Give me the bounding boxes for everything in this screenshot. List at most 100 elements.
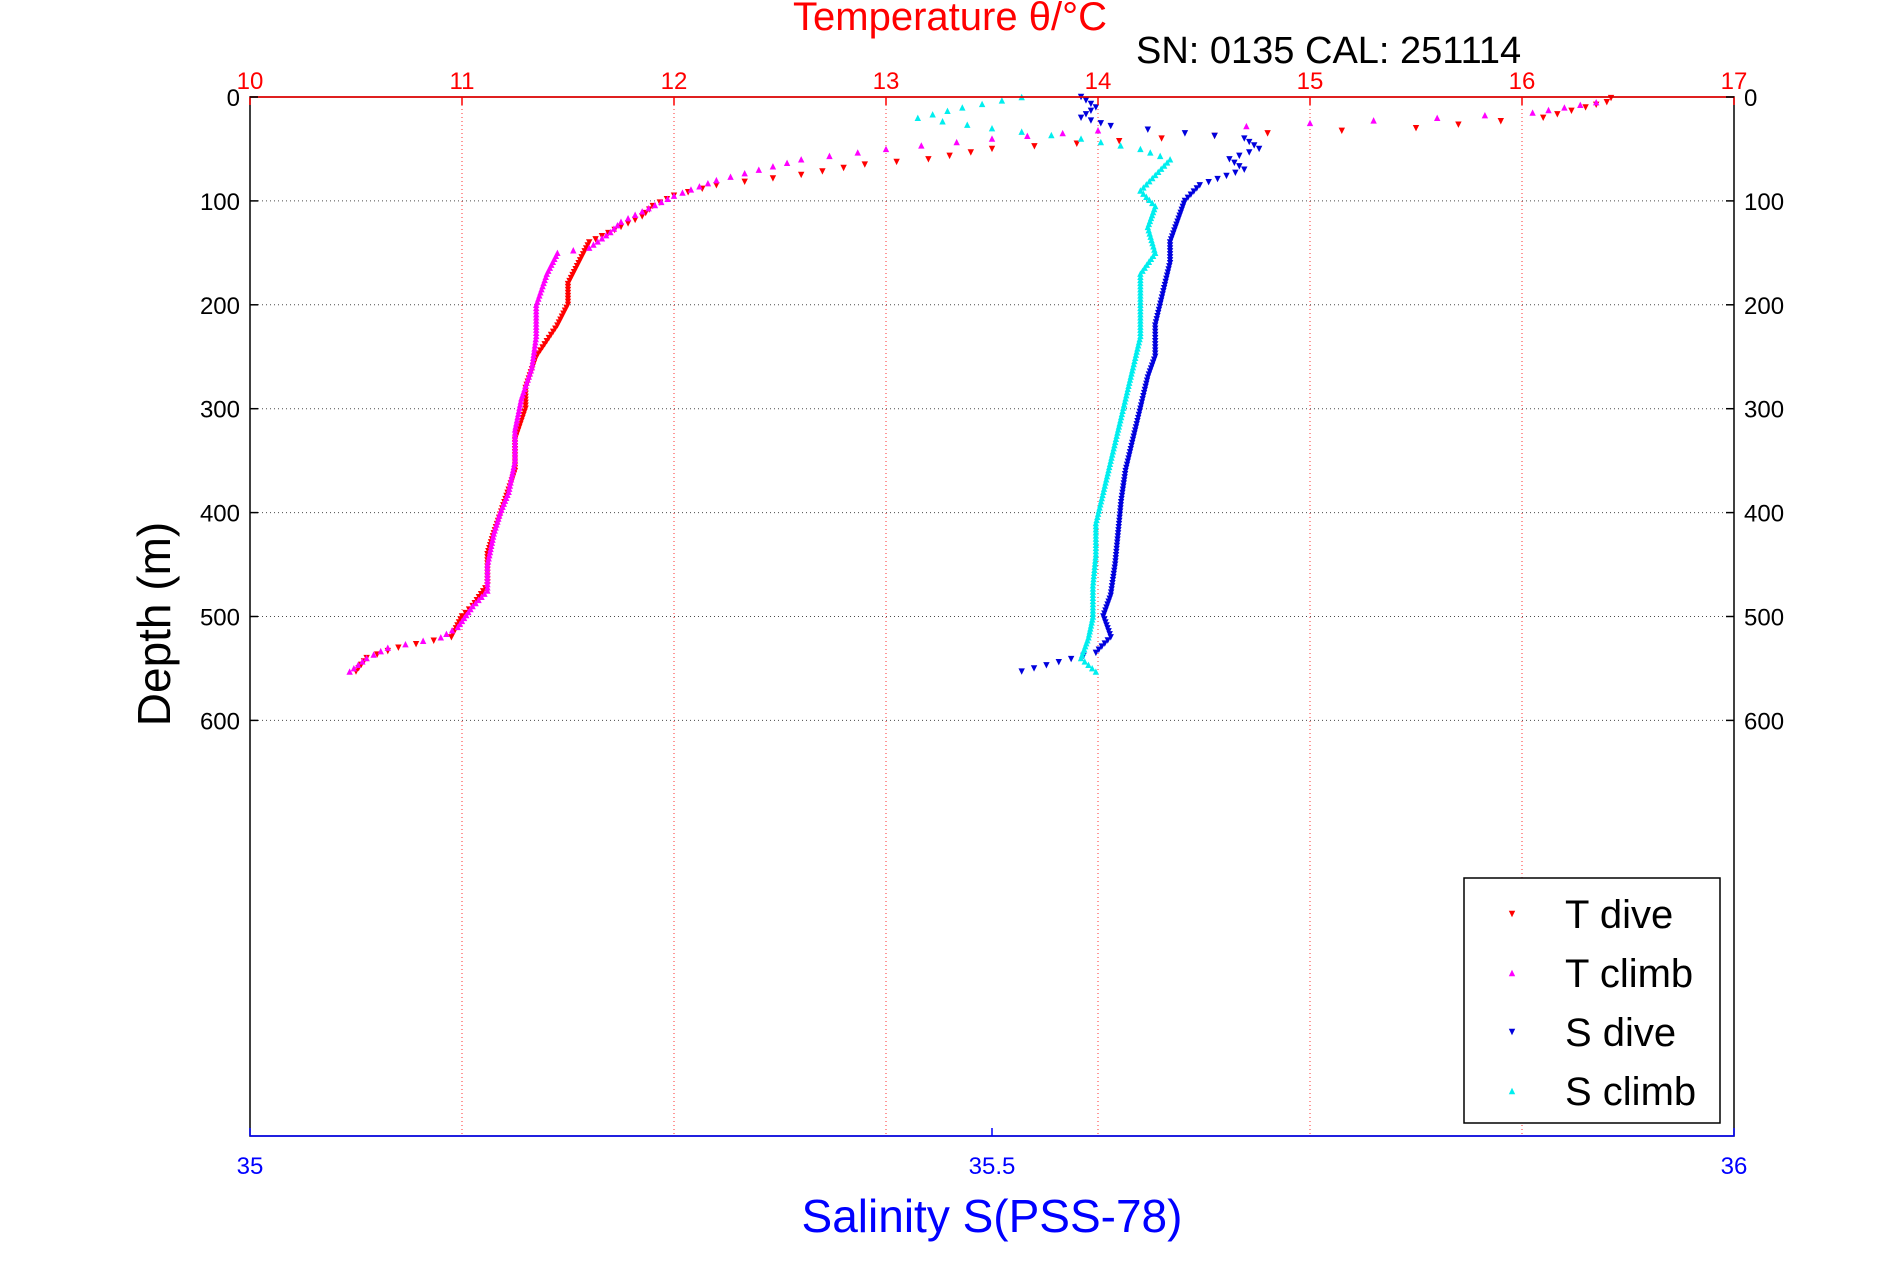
data-point: [798, 171, 805, 179]
data-point: [478, 593, 485, 600]
data-point: [1124, 385, 1131, 393]
data-point: [1094, 513, 1101, 520]
data-point: [1081, 658, 1088, 665]
data-point: [1122, 395, 1129, 402]
data-point: [1082, 111, 1090, 118]
right-tick-label: 300: [1744, 397, 1784, 424]
data-point: [1107, 457, 1114, 464]
data-point: [513, 416, 521, 424]
data-point: [1097, 138, 1105, 146]
data-point: [1059, 129, 1066, 137]
top-tick-label: 16: [1509, 68, 1536, 95]
data-point: [1155, 168, 1162, 176]
data-point: [1582, 104, 1589, 111]
data-point: [988, 135, 996, 142]
right-tick-label: 200: [1744, 293, 1784, 320]
data-point: [533, 332, 540, 340]
data-point: [454, 623, 461, 631]
top-tick-label: 10: [237, 68, 264, 95]
data-point: [988, 145, 996, 153]
data-point: [586, 244, 593, 251]
data-point: [713, 182, 720, 189]
data-point: [513, 420, 520, 427]
data-point: [1226, 156, 1233, 163]
data-point: [598, 235, 606, 242]
data-point: [1129, 367, 1136, 374]
data-point: [1055, 659, 1062, 666]
data-point: [484, 584, 491, 591]
legend-marker: [1508, 1028, 1516, 1036]
data-point: [359, 658, 366, 665]
data-point: [1031, 143, 1038, 150]
data-point: [530, 348, 538, 355]
data-point: [1120, 404, 1127, 411]
data-point: [1082, 97, 1090, 104]
data-point: [1097, 120, 1105, 127]
data-point: [1134, 345, 1141, 352]
data-point: [531, 342, 539, 349]
data-point: [590, 241, 597, 248]
top-tick-label: 17: [1721, 68, 1748, 95]
data-point: [1149, 174, 1156, 182]
data-point: [530, 351, 537, 358]
data-point: [1158, 135, 1165, 142]
data-point: [510, 463, 517, 471]
legend-marker: [1508, 910, 1516, 918]
data-point: [1157, 165, 1165, 172]
top-tick-label: 12: [661, 68, 688, 95]
data-point: [1077, 654, 1085, 662]
data-point: [1067, 655, 1075, 663]
legend-box: [1463, 877, 1721, 1124]
data-point: [1093, 516, 1100, 524]
data-point: [1102, 479, 1109, 486]
data-point: [840, 164, 847, 172]
data-point: [798, 156, 805, 163]
data-point: [511, 457, 519, 464]
data-point: [512, 423, 519, 430]
data-point: [1455, 121, 1462, 128]
data-point: [727, 173, 734, 180]
data-point: [1077, 114, 1085, 121]
data-point: [925, 156, 932, 163]
data-point: [1111, 441, 1118, 449]
data-point: [967, 149, 974, 156]
right-tick-label: 500: [1744, 605, 1784, 632]
data-point: [679, 189, 686, 196]
data-point: [607, 228, 614, 236]
data-point: [741, 178, 748, 186]
data-point: [1104, 469, 1111, 477]
data-point: [617, 218, 625, 225]
data-point: [1152, 171, 1159, 179]
legend-label: T climb: [1565, 952, 1693, 996]
data-point: [1338, 127, 1345, 134]
data-point: [614, 221, 621, 229]
right-tick-label: 600: [1744, 708, 1784, 735]
data-point: [1090, 569, 1098, 577]
data-point: [1087, 117, 1095, 124]
data-point: [1135, 339, 1143, 346]
data-point: [472, 599, 479, 607]
data-point: [755, 166, 762, 173]
data-point: [1088, 619, 1095, 626]
data-point: [1098, 494, 1106, 502]
data-point: [354, 661, 362, 669]
data-point: [377, 647, 384, 655]
data-point: [1116, 420, 1123, 427]
data-point: [1108, 454, 1115, 461]
data-point: [484, 577, 491, 584]
data-point: [1160, 162, 1168, 169]
data-point: [631, 216, 639, 224]
data-point: [1112, 435, 1120, 443]
data-point: [1136, 335, 1143, 343]
data-point: [1143, 181, 1150, 188]
data-point: [1147, 149, 1154, 156]
data-point: [1109, 448, 1117, 455]
data-point: [1090, 575, 1097, 583]
data-point: [489, 536, 496, 543]
data-point: [631, 211, 639, 218]
data-point: [1137, 187, 1144, 194]
data-point: [1106, 460, 1114, 467]
left-tick-label: 300: [200, 397, 240, 424]
data-point: [664, 195, 671, 203]
data-point: [1241, 135, 1248, 142]
